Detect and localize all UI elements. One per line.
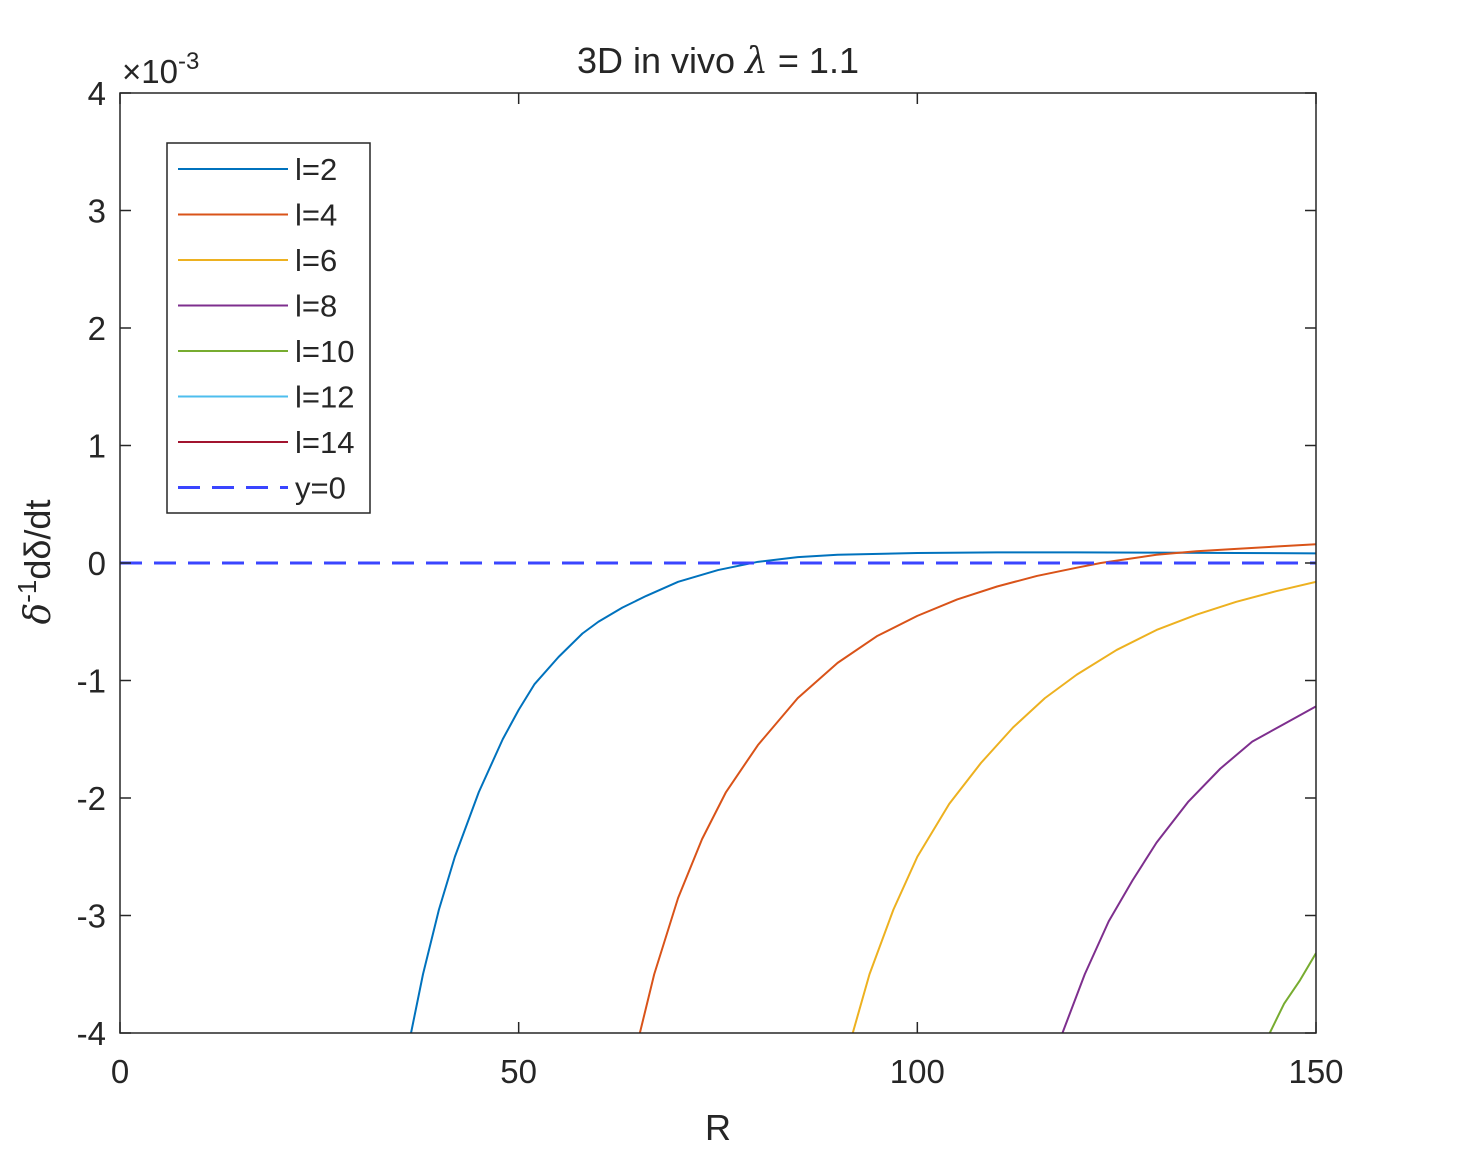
legend-label: l=6	[295, 243, 337, 278]
x-tick-label: 0	[111, 1053, 129, 1090]
series-line-l-6	[851, 580, 1316, 1033]
legend-label: y=0	[295, 471, 346, 506]
legend: l=2 l=4 l=6 l=8 l=10 l=12 l=14 y=0	[166, 142, 371, 514]
y-tick-label: 4	[88, 75, 106, 112]
y-tick-label: 1	[88, 428, 106, 465]
y-axis-title-delta: δ	[18, 603, 59, 625]
y-tick-label: -4	[77, 1015, 106, 1052]
legend-label: l=10	[295, 334, 354, 369]
y-tick-label: 0	[88, 545, 106, 582]
chart-title-symbol: λ	[743, 41, 768, 82]
legend-box	[166, 142, 371, 514]
legend-label: l=8	[295, 289, 337, 324]
x-tick-label: 100	[890, 1053, 945, 1090]
series-line-l-4	[638, 543, 1316, 1033]
x-tick-label: 50	[500, 1053, 537, 1090]
y-tick-label: 3	[88, 193, 106, 230]
y-axis-title-power: -1	[12, 580, 42, 603]
y-exponent-power: -3	[178, 48, 199, 75]
chart-title: 3D in vivo λ = 1.1	[577, 40, 859, 82]
y-exponent-label: ×10-3	[122, 48, 199, 90]
y-tick-label: -1	[77, 663, 106, 700]
x-tick-label: 150	[1288, 1053, 1343, 1090]
legend-label: l=12	[295, 380, 354, 415]
y-tick-label: -2	[77, 780, 106, 817]
legend-label: l=4	[295, 198, 337, 233]
series-line-l-2	[410, 551, 1316, 1033]
legend-label: l=14	[295, 425, 354, 460]
series-layer	[120, 543, 1316, 1033]
series-line-l-10	[1268, 952, 1316, 1033]
y-tick-label: -3	[77, 898, 106, 935]
y-axis-title: δ-1dδ/dt	[12, 500, 59, 625]
y-tick-label: 2	[88, 310, 106, 347]
tick-layer: 0 50 100 150 -4 -3 -2 -1 0 1 2 3 4	[77, 75, 1344, 1090]
series-line-l-8	[1061, 705, 1316, 1033]
x-axis-title: R	[705, 1107, 731, 1148]
legend-label: l=2	[295, 152, 337, 187]
